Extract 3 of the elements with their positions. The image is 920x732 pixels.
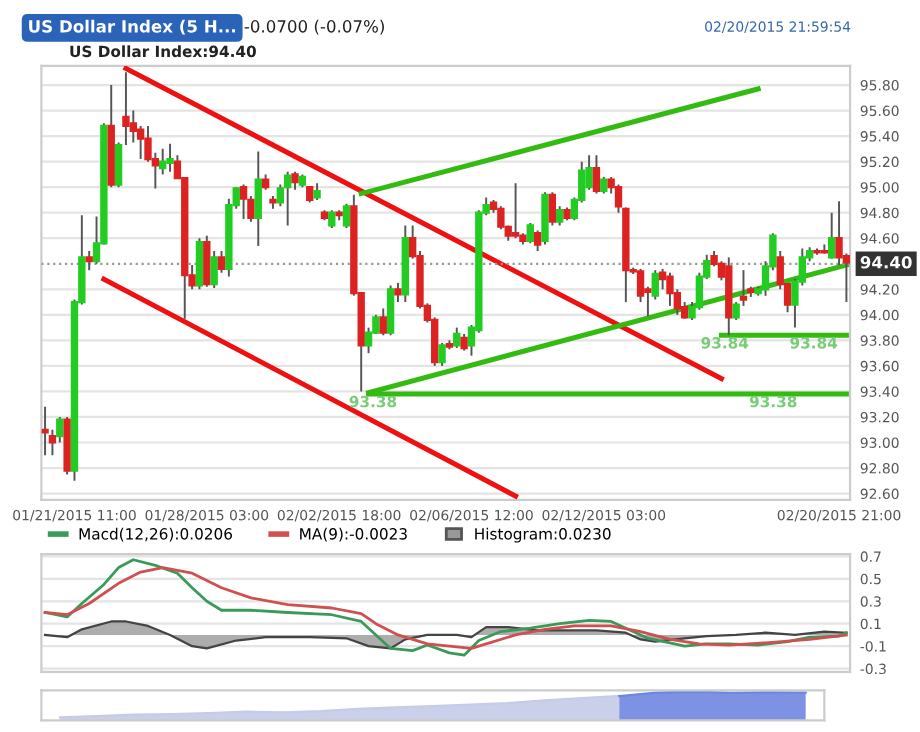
chart-subtitle: -0.0700 (-0.07%) bbox=[244, 19, 384, 35]
ref-line-label: 94.40 bbox=[860, 256, 912, 269]
chart-title: US Dollar Index (5 H... bbox=[29, 19, 236, 35]
